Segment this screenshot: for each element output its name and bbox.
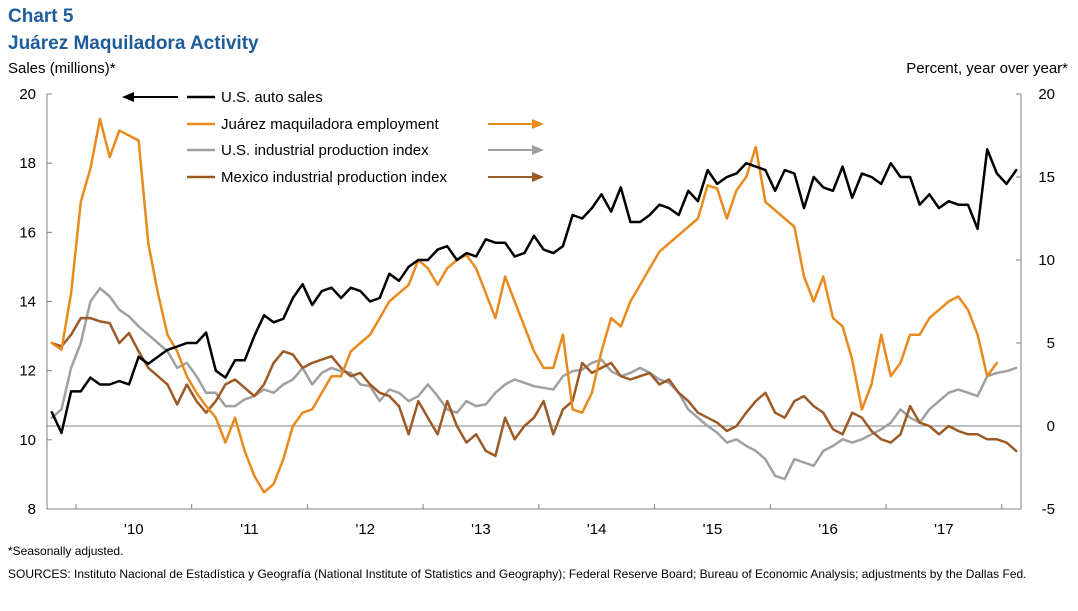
x-tick-label: '15: [703, 521, 723, 538]
chart-title: Juárez Maquiladora Activity: [8, 33, 259, 54]
right-arrow-icon: [532, 145, 544, 155]
left-tick-label: 8: [28, 501, 36, 518]
legend-entry-label: U.S. auto sales: [221, 89, 323, 106]
right-axis-title: Percent, year over year*: [906, 60, 1068, 77]
right-tick-label: 5: [1047, 335, 1055, 352]
x-tick-label: '14: [587, 521, 607, 538]
right-tick-label: 10: [1038, 252, 1055, 269]
legend-entry-label: Mexico industrial production index: [221, 169, 447, 186]
legend: U.S. auto sales Juárez maquiladora employ…: [122, 89, 544, 186]
left-arrow-icon: [122, 92, 134, 102]
x-tick-label: '16: [818, 521, 838, 538]
left-axis-title: Sales (millions)*: [8, 60, 116, 77]
series-line-1: [50, 148, 1018, 435]
x-tick-label: '12: [355, 521, 375, 538]
chart-number: Chart 5: [8, 6, 74, 27]
right-tick-label: -5: [1042, 501, 1055, 518]
right-tick-label: 20: [1038, 86, 1055, 103]
right-tick-label: 0: [1047, 418, 1055, 435]
series-line-2: [50, 117, 999, 494]
axes: 8 10 12 14 16 18 20 -5 0 5 10 15 20 '10 '11 '12 '13 '14 '1…: [19, 86, 1055, 538]
x-tick-label: '10: [124, 521, 144, 538]
left-tick-label: 14: [19, 294, 36, 311]
x-tick-label: '11: [240, 521, 258, 538]
legend-entry-label: U.S. industrial production index: [221, 142, 429, 159]
right-arrow-icon: [532, 119, 544, 129]
legend-entry-label: Juárez maquiladora employment: [221, 116, 439, 133]
left-tick-label: 20: [19, 86, 36, 103]
left-tick-label: 10: [19, 432, 36, 449]
sources-note: SOURCES: Instituto Nacional de Estadísti…: [8, 567, 1027, 581]
series-line-3: [50, 286, 1018, 481]
footnote: *Seasonally adjusted.: [8, 544, 124, 558]
x-tick-label: '13: [471, 521, 491, 538]
x-tick-label: '17: [934, 521, 954, 538]
left-tick-label: 16: [19, 224, 36, 241]
left-tick-label: 18: [19, 155, 36, 172]
series-lines: [50, 117, 1018, 494]
left-tick-label: 12: [19, 363, 36, 380]
right-arrow-icon: [532, 172, 544, 182]
series-line-4: [50, 316, 1018, 458]
right-tick-label: 15: [1038, 169, 1055, 186]
